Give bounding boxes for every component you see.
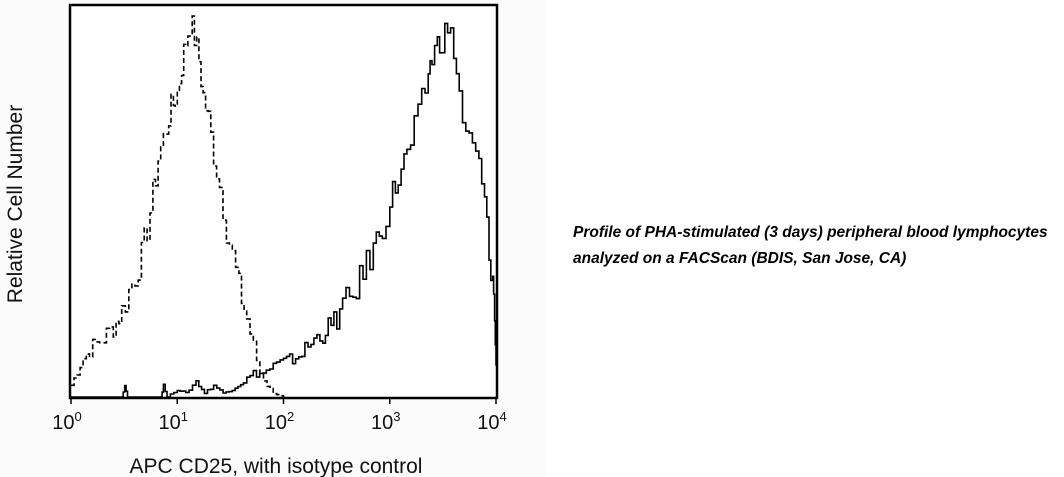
cd25-stained-series <box>71 22 497 398</box>
x-tick-label: 103 <box>371 409 400 434</box>
x-tick-label: 101 <box>159 409 188 434</box>
x-axis-ticks: 100 101 102 103 104 <box>52 398 507 434</box>
y-axis-label: Relative Cell Number <box>4 105 27 303</box>
x-tick-label: 104 <box>477 409 506 434</box>
figure-caption: Profile of PHA-stimulated (3 days) perip… <box>573 224 1048 267</box>
plot-frame <box>68 3 499 400</box>
x-tick-label: 100 <box>52 409 81 434</box>
series-group <box>71 15 497 398</box>
figure-panel: 100 101 102 103 104 APC CD25, with isotype c… <box>4 3 507 477</box>
histogram-chart: 100 101 102 103 104 APC CD25, with isotype c… <box>4 3 507 477</box>
x-tick-label: 102 <box>265 409 294 434</box>
isotype-control-series <box>71 15 285 397</box>
x-axis-label: APC CD25, with isotype control <box>130 455 423 477</box>
